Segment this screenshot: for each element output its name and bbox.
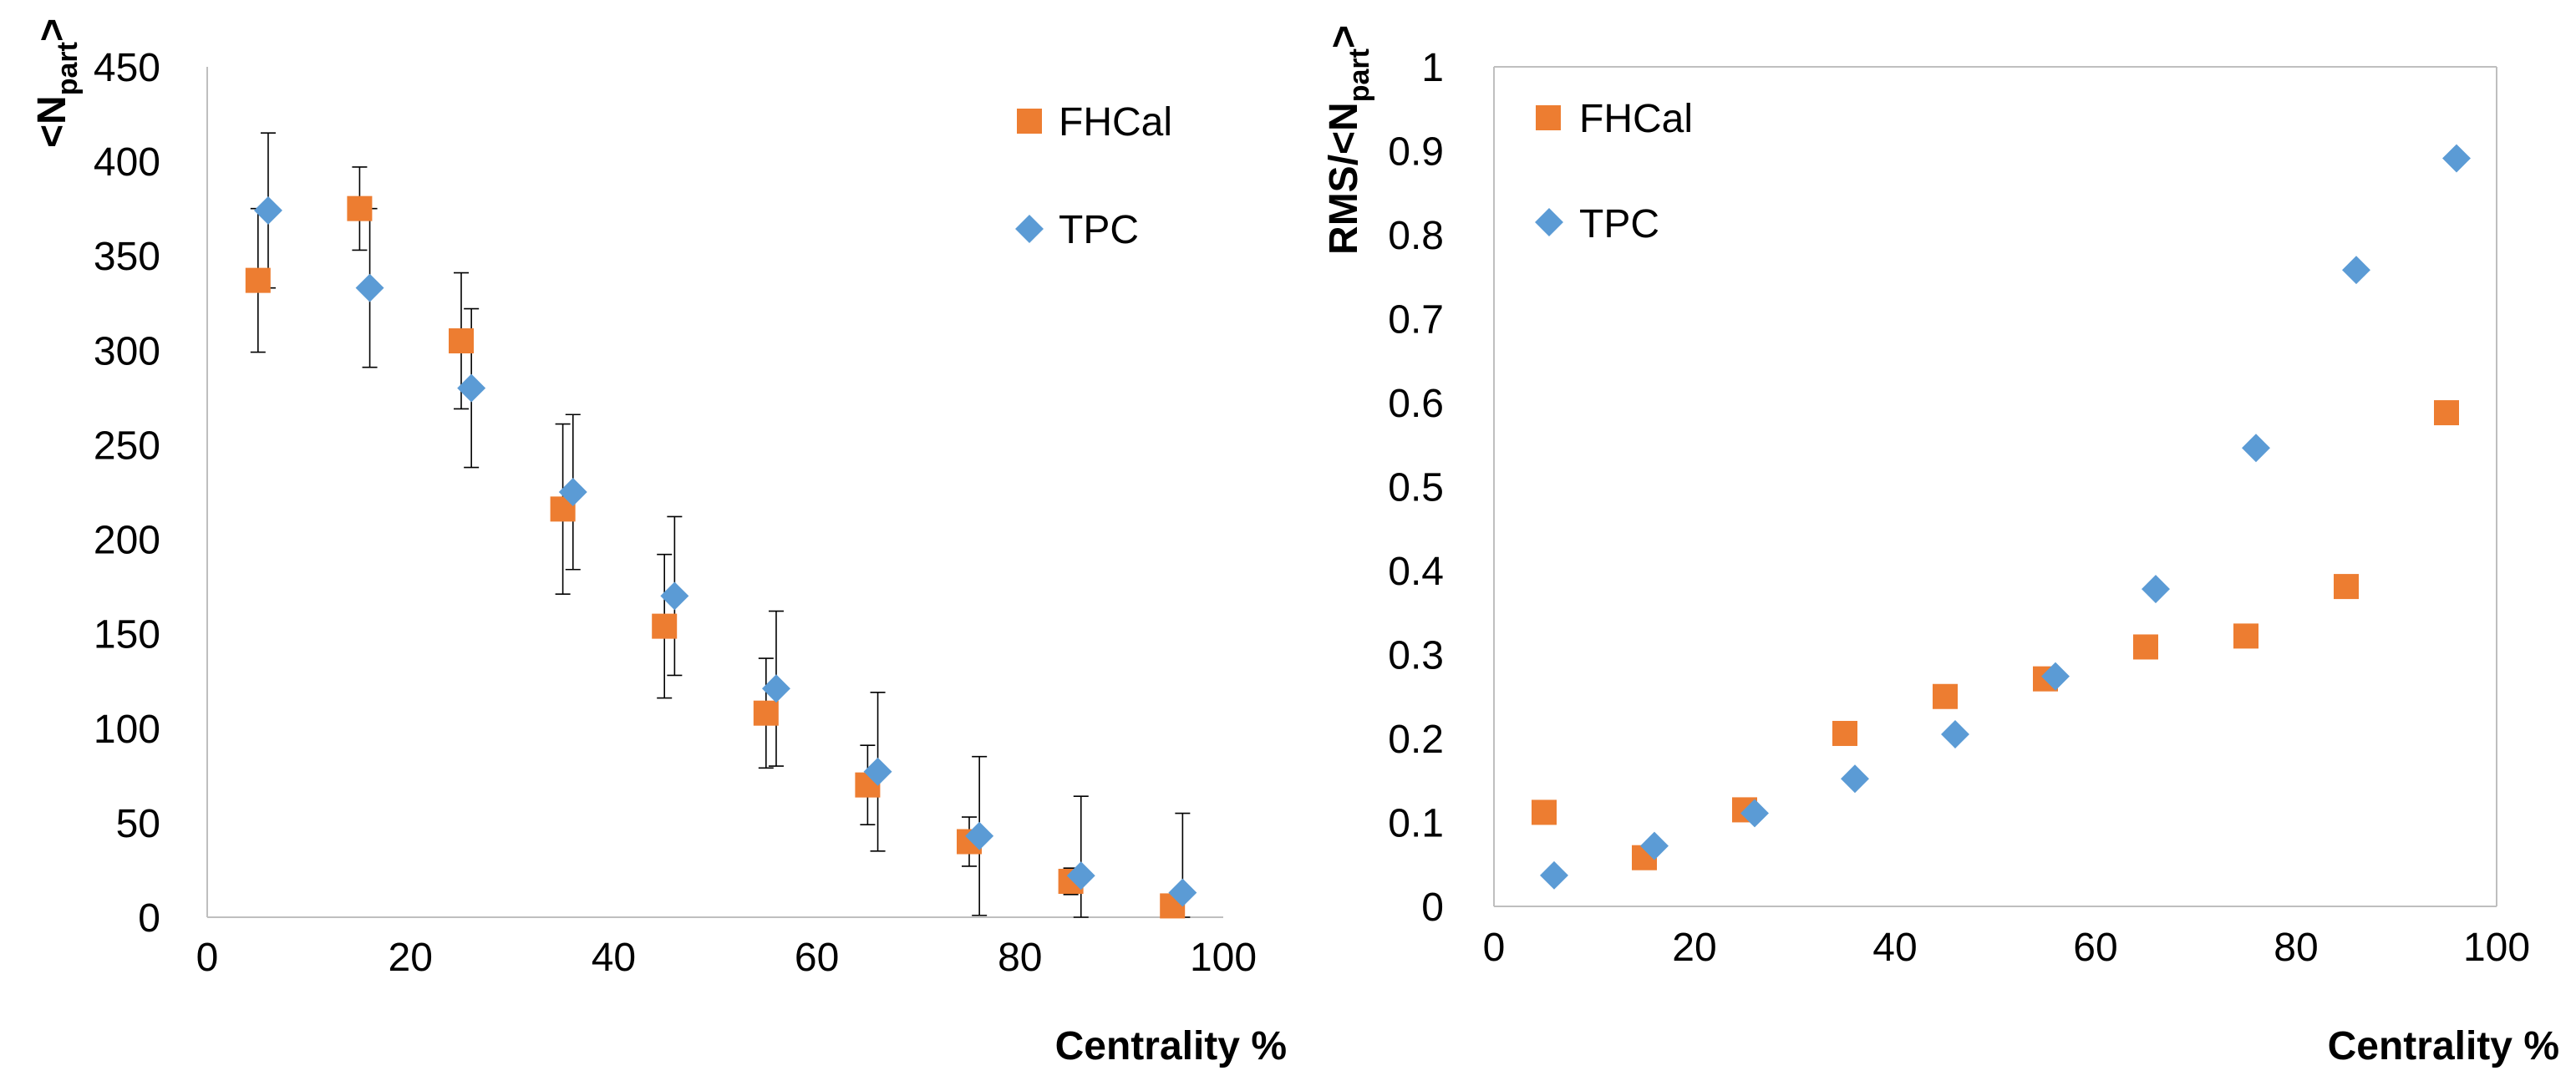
x-axis-title: Centrality %: [2328, 1024, 2559, 1068]
y-axis-title-main: RMS/<N: [1322, 102, 1366, 255]
fhcal-point: [1832, 720, 1857, 746]
y-tick-label: 0.8: [1388, 214, 1444, 258]
y-axis-title: <Npart>: [30, 18, 84, 148]
x-tick-label: 20: [389, 936, 433, 980]
y-axis-title-sub: part: [1344, 48, 1375, 102]
fhcal-point: [1933, 683, 1958, 709]
x-tick-label: 0: [1483, 926, 1506, 970]
fhcal-point: [2334, 574, 2359, 600]
fhcal-point: [2133, 634, 2158, 660]
x-tick-label: 60: [2073, 926, 2117, 970]
fhcal-point: [2233, 623, 2258, 649]
legend-fhcal-label: FHCal: [1059, 100, 1172, 145]
y-axis-title-main: <N: [30, 95, 74, 148]
y-axis-title-end: >: [30, 18, 74, 42]
y-tick-label: 350: [94, 235, 160, 279]
tpc-point: [355, 273, 384, 302]
y-tick-label: 0.1: [1388, 802, 1444, 846]
fhcal-point: [652, 613, 678, 639]
legend-tpc-marker: [1535, 208, 1563, 236]
fhcal-point: [347, 195, 373, 221]
y-tick-label: 400: [94, 140, 160, 185]
fhcal-point: [2434, 400, 2459, 426]
y-tick-label: 0.6: [1388, 382, 1444, 426]
legend-fhcal-label: FHCal: [1579, 97, 1693, 141]
y-tick-label: 300: [94, 329, 160, 373]
legend-tpc-marker: [1015, 215, 1044, 243]
data-points: [245, 195, 1197, 919]
x-tick-label: 40: [592, 936, 636, 980]
tpc-point: [761, 674, 790, 703]
tpc-point: [2142, 575, 2170, 604]
fhcal-point: [245, 267, 271, 293]
y-tick-label: 1: [1421, 46, 1444, 90]
legend-fhcal-marker: [1536, 105, 1561, 130]
y-tick-label: 150: [94, 613, 160, 657]
tpc-point: [1066, 861, 1095, 891]
y-tick-label: 0.2: [1388, 718, 1444, 762]
tpc-point: [2442, 144, 2471, 173]
x-axis-title: Centrality %: [1055, 1024, 1287, 1068]
x-tick-label: 100: [2463, 926, 2530, 970]
x-tick-labels: 0 20 40 60 80 100: [1483, 926, 2530, 970]
y-tick-label: 250: [94, 424, 160, 468]
tpc-point: [1168, 878, 1197, 907]
tpc-point: [253, 195, 282, 225]
legend: FHCal TPC: [1015, 100, 1172, 252]
x-tick-label: 80: [998, 936, 1042, 980]
y-tick-label: 0.3: [1388, 634, 1444, 678]
tpc-point: [558, 478, 587, 506]
legend-tpc-label: TPC: [1579, 202, 1659, 246]
data-points: [1532, 144, 2471, 890]
y-tick-label: 0: [1421, 885, 1444, 930]
fhcal-point: [753, 700, 779, 726]
error-bars: [250, 132, 1191, 918]
x-tick-labels: 0 20 40 60 80 100: [196, 936, 1257, 980]
y-axis-title-end: >: [1322, 25, 1366, 48]
y-tick-label: 0.9: [1388, 130, 1444, 175]
error-bar: [1073, 795, 1089, 918]
x-tick-label: 20: [1672, 926, 1716, 970]
legend-fhcal-marker: [1017, 109, 1042, 134]
tpc-point: [965, 821, 994, 850]
rms-npart-chart: 0 0.1 0.2 0.3 0.4 0.5 0.6 0.7 0.8 0.9 1 0 20 40 60 80 1…: [1322, 25, 2559, 1068]
y-tick-label: 0.7: [1388, 298, 1444, 343]
x-tick-label: 40: [1872, 926, 1917, 970]
y-tick-label: 450: [94, 46, 160, 90]
y-tick-labels: 0 0.1 0.2 0.3 0.4 0.5 0.6 0.7 0.8 0.9 1: [1388, 46, 1444, 930]
y-tick-label: 50: [116, 802, 160, 846]
tpc-point: [660, 581, 689, 611]
tpc-point: [2242, 434, 2270, 463]
y-tick-label: 0.4: [1388, 550, 1444, 594]
tpc-point: [457, 373, 486, 403]
tpc-point: [1640, 831, 1669, 860]
y-axis-title-sub: part: [52, 42, 84, 95]
legend-tpc-label: TPC: [1059, 208, 1139, 252]
fhcal-point: [1532, 799, 1557, 825]
tpc-point: [2342, 256, 2370, 285]
y-tick-labels: 0 50 100 150 200 250 300 350 400 450: [94, 46, 160, 941]
x-tick-label: 0: [196, 936, 219, 980]
tpc-point: [1540, 860, 1568, 890]
y-tick-label: 100: [94, 708, 160, 752]
x-tick-label: 100: [1190, 936, 1257, 980]
legend: FHCal TPC: [1535, 97, 1693, 246]
tpc-point: [1941, 720, 1969, 748]
y-tick-label: 0: [138, 896, 160, 941]
x-tick-label: 80: [2274, 926, 2318, 970]
fhcal-point: [449, 328, 474, 354]
tpc-point: [1841, 764, 1869, 794]
y-tick-label: 200: [94, 519, 160, 563]
x-tick-label: 60: [795, 936, 839, 980]
y-axis-title: RMS/<Npart>: [1322, 25, 1375, 255]
tpc-point: [863, 757, 892, 786]
y-tick-label: 0.5: [1388, 466, 1444, 510]
npart-chart: 0 50 100 150 200 250 300 350 400 450 0 20 40 60 80 100…: [30, 18, 1287, 1068]
